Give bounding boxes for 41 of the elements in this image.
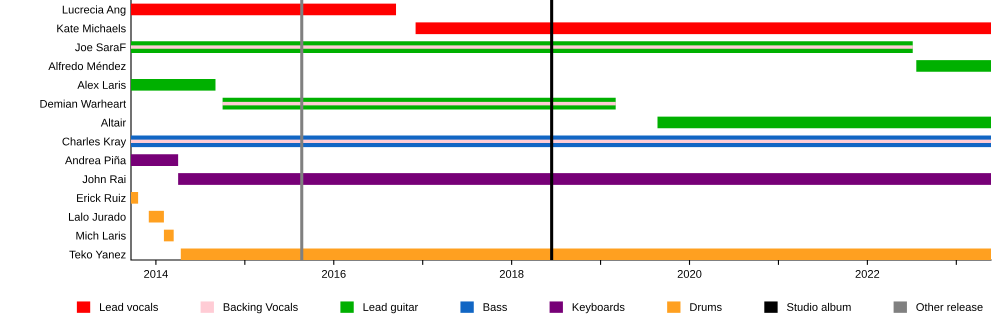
y-tick-label: Lucrecia Ang (62, 5, 126, 16)
bar (131, 140, 991, 143)
bar (131, 192, 138, 204)
bar (657, 116, 991, 128)
y-tick-label: Erick Ruiz (77, 194, 126, 202)
y-tick-label: Demian Warheart (40, 100, 126, 108)
bar (222, 102, 616, 106)
bar (164, 230, 174, 242)
y-tick-label: Kate Michaels (57, 24, 126, 32)
bar (131, 154, 178, 166)
legend-label: Lead guitar (364, 302, 418, 314)
legend-label: Other release (916, 302, 983, 312)
bar (148, 210, 164, 223)
x-tick-label: 2018 (500, 270, 524, 278)
bar (416, 22, 991, 34)
y-tick-label: Alex Laris (77, 80, 126, 89)
x-tick-label: 2020 (678, 270, 702, 278)
y-tick-label: Altair (100, 118, 126, 127)
legend-label: Drums (690, 303, 722, 312)
y-tick-label: Lalo Jurado (68, 212, 126, 221)
bar (916, 60, 991, 72)
y-tick-label: John Rai (82, 174, 126, 184)
legend-label: Bass (484, 303, 507, 312)
legend-label: Studio album (787, 302, 851, 312)
bar (131, 78, 216, 91)
legend-label: Keyboards (572, 302, 625, 314)
y-tick-label: Alfredo Méndez (48, 62, 126, 70)
x-tick-label: 2016 (322, 270, 346, 278)
legend-label: Lead vocals (100, 302, 158, 312)
y-tick-label: Joe SaraF (75, 43, 126, 52)
bar (180, 248, 991, 260)
legend-label: Backing Vocals (224, 302, 298, 314)
x-tick-label: 2014 (144, 270, 168, 278)
y-tick-label: Mich Laris (76, 231, 126, 240)
x-tick-label: 2022 (856, 270, 880, 278)
bar (131, 45, 913, 49)
y-tick-label: Teko Yanez (69, 250, 126, 258)
bar (178, 173, 991, 185)
y-tick-label: Charles Kray (62, 137, 126, 148)
y-tick-label: Andrea Piña (65, 156, 126, 164)
bar (131, 4, 396, 16)
